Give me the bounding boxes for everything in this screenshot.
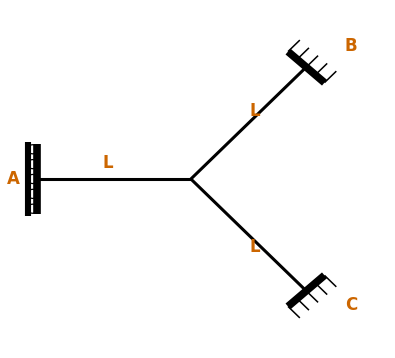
Text: A: A <box>7 170 20 188</box>
Text: C: C <box>345 296 357 314</box>
Text: L: L <box>249 238 260 256</box>
Text: L: L <box>249 102 260 120</box>
Text: B: B <box>345 37 357 55</box>
Text: L: L <box>103 154 113 172</box>
